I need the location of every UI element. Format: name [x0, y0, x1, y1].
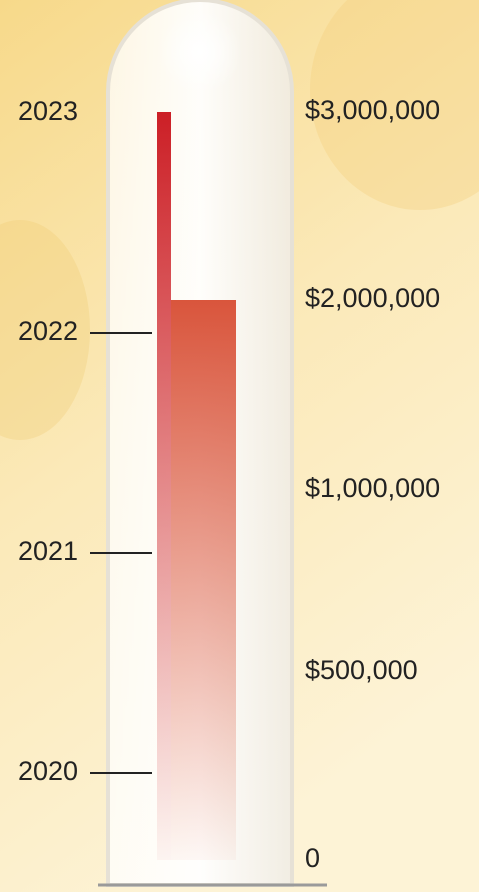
y-tick-label: $1,000,000 [305, 473, 440, 503]
year-label: 2023 [18, 96, 78, 126]
year-label: 2022 [18, 316, 78, 346]
y-tick-label: $2,000,000 [305, 283, 440, 313]
y-tick-label: 0 [305, 843, 320, 873]
y-tick-label: $3,000,000 [305, 95, 440, 125]
bar [171, 300, 236, 860]
year-label: 2021 [18, 536, 78, 566]
y-tick-label: $500,000 [305, 655, 418, 685]
bar [157, 112, 171, 860]
tube-shine [158, 10, 242, 94]
chart: 0 $500,000 $1,000,000 $2,000,000 $3,000,000 2… [0, 0, 479, 892]
year-label: 2020 [18, 756, 78, 786]
